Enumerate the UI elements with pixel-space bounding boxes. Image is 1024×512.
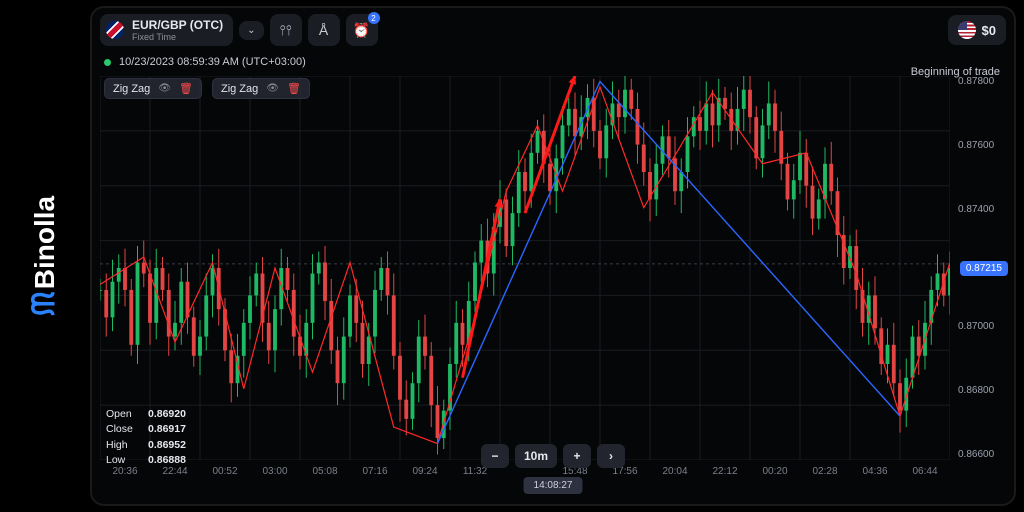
ohlc-low-label: Low	[106, 453, 148, 468]
terminal-panel: EUR/GBP (OTC) Fixed Time ⌄ ⫯⫯ Å ⏰ 2 $0	[90, 6, 1016, 506]
trash-icon[interactable]: 🗑	[179, 82, 193, 95]
trade-begin-label: Beginning of trade	[911, 66, 1000, 78]
brand-text: ᙏ Binolla	[28, 196, 62, 316]
candlestick-icon: ⫯⫯	[279, 22, 291, 39]
indicator-2-name: Zig Zag	[221, 83, 258, 95]
balance-display[interactable]: $0	[948, 15, 1006, 45]
indicator-pill-2[interactable]: Zig Zag 👁 🗑	[212, 78, 310, 99]
tf-minus-button[interactable]: −	[481, 444, 509, 468]
asset-texts: EUR/GBP (OTC) Fixed Time	[132, 19, 223, 42]
clock-pill: 14:08:27	[524, 477, 583, 494]
ohlc-high: 0.86952	[148, 439, 186, 451]
topbar: EUR/GBP (OTC) Fixed Time ⌄ ⫯⫯ Å ⏰ 2 $0	[100, 14, 1006, 46]
page-root: ᙏ Binolla EUR/GBP (OTC) Fixed Time ⌄ ⫯⫯ …	[0, 0, 1024, 512]
indicator-row: Zig Zag 👁 🗑 Zig Zag 👁 🗑	[104, 78, 1002, 99]
indicator-1-name: Zig Zag	[113, 83, 150, 95]
chart-svg	[100, 76, 950, 460]
indicators-button[interactable]: ⫯⫯	[270, 14, 302, 46]
compass-icon: Å	[319, 22, 328, 38]
tf-current[interactable]: 10m	[515, 444, 557, 468]
ohlc-high-label: High	[106, 438, 148, 453]
eye-icon[interactable]: 👁	[158, 83, 171, 94]
asset-pair: EUR/GBP (OTC)	[132, 19, 223, 31]
drawings-button[interactable]: Å	[308, 14, 340, 46]
tf-plus-button[interactable]: +	[563, 444, 591, 468]
brand-column: ᙏ Binolla	[0, 0, 90, 512]
ohlc-low: 0.86888	[148, 454, 186, 466]
asset-dropdown-icon[interactable]: ⌄	[239, 21, 263, 40]
ohlc-close: 0.86917	[148, 423, 186, 435]
asset-mode: Fixed Time	[132, 33, 223, 42]
bell-icon: ⏰	[353, 22, 370, 39]
indicator-pill-1[interactable]: Zig Zag 👁 🗑	[104, 78, 202, 99]
current-price-tag: 0.87215	[960, 261, 1008, 276]
uk-flag-icon	[106, 21, 124, 39]
timestamp: 10/23/2023 08:59:39 AM (UTC+03:00)	[119, 56, 306, 68]
ohlc-close-label: Close	[106, 422, 148, 437]
info-row: 10/23/2023 08:59:39 AM (UTC+03:00)	[104, 56, 1002, 68]
trash-icon[interactable]: 🗑	[287, 82, 301, 95]
us-flag-icon	[958, 21, 976, 39]
balance-amount: $0	[982, 23, 996, 38]
live-dot-icon	[104, 59, 111, 66]
ohlc-box: Open0.86920 Close0.86917 High0.86952 Low…	[106, 407, 186, 468]
ohlc-open-label: Open	[106, 407, 148, 422]
ohlc-open: 0.86920	[148, 408, 186, 420]
brand-logo-icon: ᙏ	[28, 295, 62, 316]
chart-area[interactable]	[100, 76, 950, 460]
timeframe-controls: − 10m + ›	[481, 444, 625, 468]
alerts-badge: 2	[368, 12, 380, 24]
tf-next-button[interactable]: ›	[597, 444, 625, 468]
alerts-button[interactable]: ⏰ 2	[346, 14, 378, 46]
brand-name: Binolla	[29, 196, 61, 289]
eye-icon[interactable]: 👁	[266, 83, 279, 94]
asset-selector[interactable]: EUR/GBP (OTC) Fixed Time	[100, 14, 233, 46]
